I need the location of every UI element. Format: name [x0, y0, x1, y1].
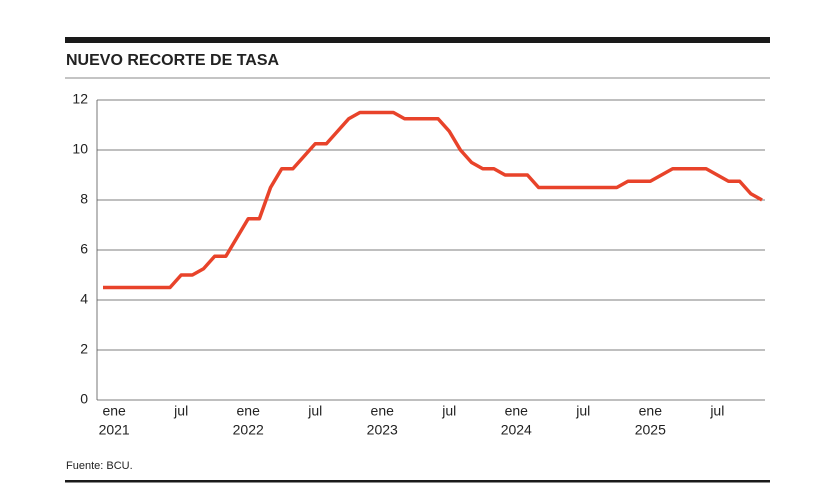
bottom-bar	[65, 480, 770, 483]
x-tick-label: jul	[441, 403, 456, 419]
x-tick-label: jul	[173, 403, 188, 419]
y-tick-label: 2	[80, 341, 88, 357]
y-tick-label: 0	[80, 391, 88, 407]
x-tick-year: 2023	[367, 422, 398, 438]
x-tick-label: ene	[102, 403, 126, 419]
top-bar	[65, 37, 770, 43]
x-tick-label: jul	[575, 403, 590, 419]
x-tick-label: ene	[505, 403, 529, 419]
x-tick-year: 2024	[501, 422, 532, 438]
x-tick-year: 2021	[99, 422, 130, 438]
x-tick-label: ene	[237, 403, 261, 419]
x-tick-label: jul	[307, 403, 322, 419]
x-tick-year: 2025	[635, 422, 666, 438]
x-tick-label: jul	[709, 403, 724, 419]
y-tick-label: 4	[80, 291, 88, 307]
y-tick-label: 12	[72, 91, 88, 107]
chart-title: NUEVO RECORTE DE TASA	[66, 52, 280, 69]
y-tick-label: 10	[72, 141, 88, 157]
x-tick-year: 2022	[233, 422, 264, 438]
y-tick-label: 8	[80, 191, 88, 207]
data-line	[103, 110, 763, 290]
source: Fuente: BCU.	[66, 460, 133, 472]
y-tick-label: 6	[80, 241, 88, 257]
x-tick-label: ene	[639, 403, 663, 419]
x-tick-label: ene	[371, 403, 395, 419]
